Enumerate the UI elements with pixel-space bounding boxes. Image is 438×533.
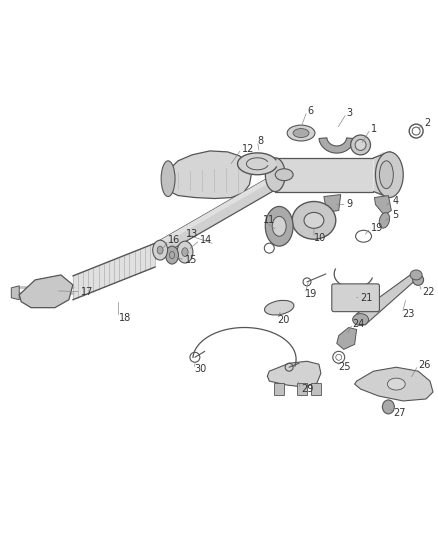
Text: 29: 29 xyxy=(301,384,314,394)
Ellipse shape xyxy=(182,248,188,256)
Text: 26: 26 xyxy=(418,360,431,370)
Polygon shape xyxy=(275,158,374,191)
Ellipse shape xyxy=(166,246,179,264)
Text: 19: 19 xyxy=(371,223,383,233)
Ellipse shape xyxy=(375,152,403,198)
Ellipse shape xyxy=(177,241,193,263)
Polygon shape xyxy=(374,196,391,215)
Polygon shape xyxy=(304,205,327,216)
Text: 18: 18 xyxy=(118,312,131,322)
Polygon shape xyxy=(274,383,284,395)
Text: 6: 6 xyxy=(307,106,313,116)
Ellipse shape xyxy=(265,158,285,191)
Ellipse shape xyxy=(287,125,315,141)
FancyBboxPatch shape xyxy=(332,284,379,312)
Ellipse shape xyxy=(292,201,336,239)
Ellipse shape xyxy=(379,161,393,189)
Polygon shape xyxy=(311,383,321,395)
Text: 2: 2 xyxy=(424,118,430,128)
Text: 9: 9 xyxy=(347,199,353,209)
Ellipse shape xyxy=(265,301,294,315)
Polygon shape xyxy=(11,286,19,300)
Text: 27: 27 xyxy=(393,408,406,418)
Polygon shape xyxy=(237,153,276,175)
Text: 16: 16 xyxy=(168,235,180,245)
Ellipse shape xyxy=(170,252,175,259)
Text: 5: 5 xyxy=(392,211,399,221)
Ellipse shape xyxy=(387,378,405,390)
Text: 25: 25 xyxy=(339,362,351,372)
Polygon shape xyxy=(145,175,276,253)
Text: 12: 12 xyxy=(241,144,254,154)
Text: 10: 10 xyxy=(314,233,326,243)
Text: 19: 19 xyxy=(305,289,317,299)
Text: 4: 4 xyxy=(392,196,399,206)
Text: 15: 15 xyxy=(185,255,198,265)
Ellipse shape xyxy=(382,400,394,414)
Ellipse shape xyxy=(353,313,368,326)
Polygon shape xyxy=(324,195,341,213)
Text: 13: 13 xyxy=(186,229,198,239)
Ellipse shape xyxy=(161,161,175,197)
Text: 11: 11 xyxy=(263,215,276,225)
Text: 30: 30 xyxy=(194,364,206,374)
Polygon shape xyxy=(337,327,357,349)
Ellipse shape xyxy=(351,135,371,155)
Ellipse shape xyxy=(293,128,309,138)
Polygon shape xyxy=(297,383,307,395)
Text: 22: 22 xyxy=(422,287,434,297)
Polygon shape xyxy=(163,151,251,198)
Polygon shape xyxy=(267,361,321,387)
Polygon shape xyxy=(73,243,155,300)
Text: 24: 24 xyxy=(353,319,365,328)
Polygon shape xyxy=(304,224,327,236)
Text: 21: 21 xyxy=(360,293,373,303)
Ellipse shape xyxy=(153,240,168,260)
Polygon shape xyxy=(355,367,433,401)
Ellipse shape xyxy=(157,246,163,254)
Polygon shape xyxy=(356,272,418,325)
Ellipse shape xyxy=(272,216,286,236)
Text: 17: 17 xyxy=(81,287,93,297)
Text: 8: 8 xyxy=(258,136,264,146)
Text: 1: 1 xyxy=(371,124,377,134)
Text: 14: 14 xyxy=(200,235,212,245)
Text: 20: 20 xyxy=(277,314,290,325)
Polygon shape xyxy=(319,138,354,153)
Ellipse shape xyxy=(304,213,324,228)
Ellipse shape xyxy=(265,206,293,246)
Polygon shape xyxy=(19,275,73,308)
Ellipse shape xyxy=(413,274,424,285)
Polygon shape xyxy=(145,175,281,261)
Text: 23: 23 xyxy=(402,309,415,319)
Polygon shape xyxy=(374,152,392,198)
Ellipse shape xyxy=(355,140,366,150)
Ellipse shape xyxy=(275,169,293,181)
Ellipse shape xyxy=(410,270,422,280)
Text: 3: 3 xyxy=(347,108,353,118)
Ellipse shape xyxy=(379,213,390,228)
